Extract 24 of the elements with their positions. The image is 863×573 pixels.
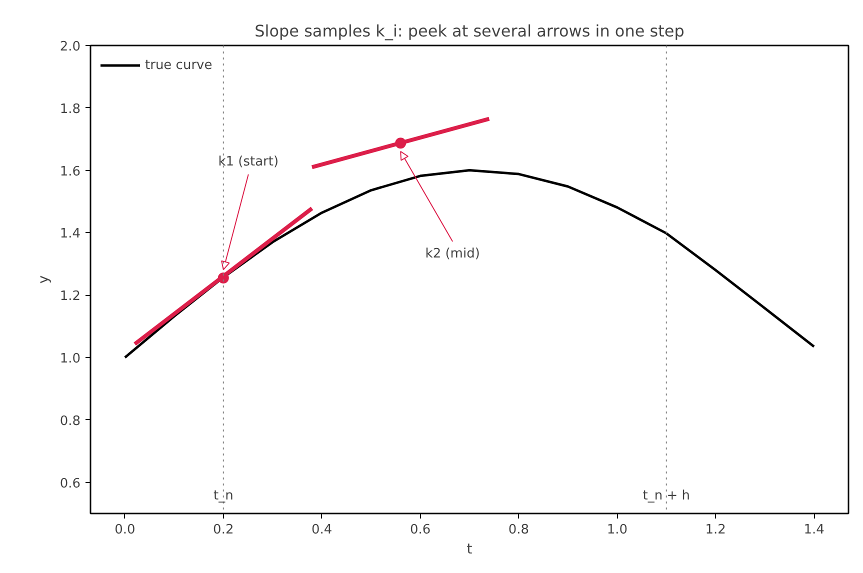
x-tick-label: 0.8	[508, 522, 530, 538]
ref-line-label: t_n	[213, 488, 234, 504]
y-axis-title: y	[36, 275, 52, 284]
x-tick-label: 0.0	[114, 522, 136, 538]
ref-line-label: t_n + h	[642, 488, 690, 504]
x-tick-label: 0.6	[410, 522, 431, 538]
x-axis-title: t	[466, 542, 473, 558]
y-tick-label: 1.8	[60, 102, 81, 117]
y-tick-label: 0.6	[60, 476, 81, 492]
y-tick-label: 2.0	[60, 40, 81, 54]
x-tick-label: 1.4	[804, 522, 824, 538]
x-tick-label: 0.2	[213, 522, 234, 538]
chart-title: Slope samples k_i: peek at several arrows in one step	[254, 22, 684, 40]
y-tick-label: 1.0	[60, 352, 81, 366]
y-tick-label: 1.6	[60, 164, 81, 180]
x-tick-label: 1.0	[606, 522, 628, 538]
x-tick-label: 0.4	[312, 522, 332, 538]
y-tick-label: 0.8	[60, 414, 81, 429]
y-tick-label: 1.4	[60, 226, 81, 242]
annotation: k1 (start)	[218, 154, 279, 170]
x-tick-label: 1.2	[705, 522, 726, 538]
annotation: k2 (mid)	[425, 246, 480, 262]
y-tick-label: 1.2	[60, 289, 81, 304]
legend-label: true curve	[145, 58, 212, 72]
